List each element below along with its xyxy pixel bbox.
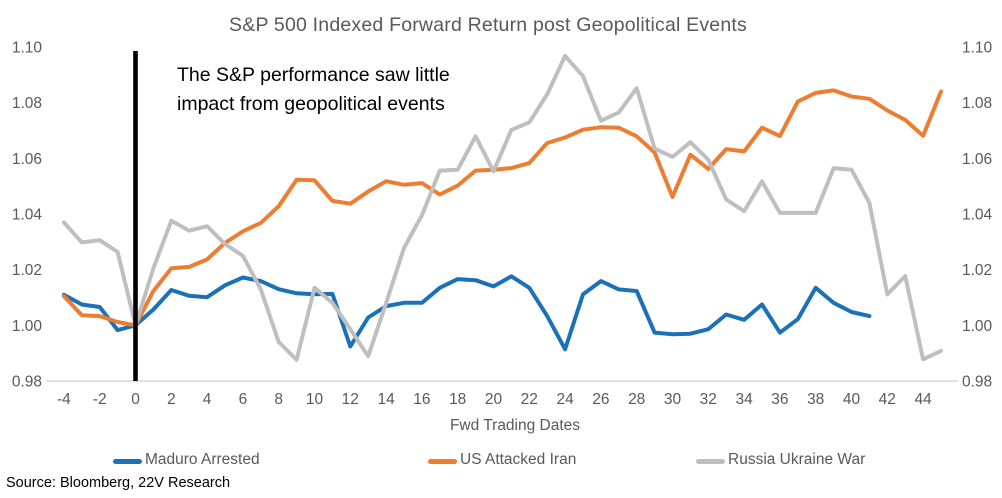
x-axis-tick-label: 2 — [167, 391, 176, 408]
x-axis-tick-label: 28 — [628, 391, 645, 408]
x-axis-tick-label: 0 — [131, 391, 140, 408]
x-axis-tick-label: 6 — [239, 391, 248, 408]
x-axis-tick-label: -2 — [93, 391, 107, 408]
x-axis-tick-label: 36 — [771, 391, 788, 408]
us-attacked-iran-legend-swatch — [428, 459, 457, 464]
maduro-arrested-legend-swatch — [113, 459, 142, 464]
y-axis-tick-label-left: 1.08 — [12, 95, 42, 112]
y-axis-tick-label-left: 0.98 — [12, 374, 42, 391]
y-axis-tick-label-right: 1.00 — [962, 318, 993, 335]
y-axis-tick-label-left: 1.04 — [12, 207, 43, 224]
y-axis-tick-label-right: 1.04 — [962, 207, 993, 224]
x-axis-tick-label: 40 — [843, 391, 861, 408]
us-attacked-iran-legend-label: US Attacked Iran — [460, 451, 577, 468]
y-axis-tick-label-left: 1.00 — [12, 318, 43, 335]
maduro-arrested-legend-label: Maduro Arrested — [145, 451, 260, 468]
x-axis-tick-label: 44 — [914, 391, 932, 408]
russia-ukraine-war-legend-label: Russia Ukraine War — [728, 451, 866, 468]
y-axis-tick-label-right: 1.08 — [962, 95, 992, 112]
russia-ukraine-war-line — [61, 53, 943, 362]
x-axis-tick-label: 20 — [485, 391, 503, 408]
x-axis-tick-label: -4 — [57, 391, 71, 408]
russia-ukraine-war-legend-swatch — [696, 459, 725, 464]
y-axis-tick-label-right: 0.98 — [962, 374, 992, 391]
chart-title: S&P 500 Indexed Forward Return post Geop… — [229, 14, 747, 36]
x-axis-tick-label: 8 — [274, 391, 283, 408]
y-axis-tick-label-left: 1.06 — [12, 151, 42, 168]
x-axis-tick-label: 16 — [413, 391, 430, 408]
x-axis-tick-label: 4 — [203, 391, 212, 408]
y-axis-tick-label-right: 1.10 — [962, 40, 993, 57]
x-axis-tick-label: 30 — [664, 391, 682, 408]
maduro-arrested-line — [61, 274, 872, 352]
legend: Maduro Arrested US Attacked Iran Russia … — [0, 451, 1002, 471]
x-axis-tick-label: 12 — [342, 391, 359, 408]
x-axis-tick-label: 24 — [556, 391, 574, 408]
x-axis-tick-label: 18 — [449, 391, 466, 408]
x-axis-title: Fwd Trading Dates — [449, 417, 581, 434]
x-axis-tick-label: 38 — [807, 391, 824, 408]
annotation-line-1: The S&P performance saw little — [177, 64, 450, 86]
x-axis-tick-label: 34 — [735, 391, 753, 408]
x-axis-tick-label: 42 — [879, 391, 896, 408]
source-note: Source: Bloomberg, 22V Research — [6, 475, 231, 491]
y-axis-tick-label-right: 1.06 — [962, 151, 992, 168]
y-axis-tick-label-left: 1.02 — [12, 262, 42, 279]
us-attacked-iran-line — [61, 88, 943, 328]
y-axis-tick-label-left: 1.10 — [12, 40, 43, 57]
x-axis-tick-label: 26 — [592, 391, 609, 408]
x-axis-tick-label: 32 — [700, 391, 717, 408]
x-axis-tick-label: 10 — [306, 391, 324, 408]
annotation-text: The S&P performance saw little impact fr… — [177, 61, 450, 118]
y-axis-tick-label-right: 1.02 — [962, 262, 992, 279]
x-axis-tick-label: 14 — [377, 391, 395, 408]
x-axis-tick-label: 22 — [521, 391, 538, 408]
annotation-line-2: impact from geopolitical events — [177, 92, 445, 115]
